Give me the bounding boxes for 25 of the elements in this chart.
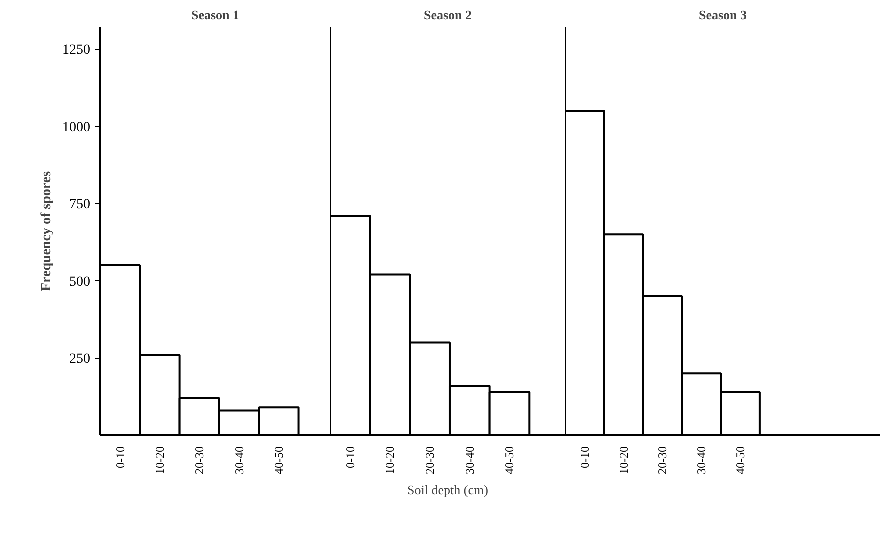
x-tick-label: 10-20 <box>383 446 398 474</box>
y-tick-label: 250 <box>70 352 90 368</box>
x-tick-label: 0-10 <box>113 446 128 468</box>
y-axis-title: Frequency of spores <box>40 170 54 292</box>
x-tick-label: 40-50 <box>272 446 286 474</box>
x-tick-label: 40-50 <box>734 446 748 474</box>
y-tick-label: 750 <box>70 198 90 213</box>
x-tick-label: 40-50 <box>502 446 517 474</box>
chart-title: Season 2 <box>424 8 472 22</box>
x-tick-label: 0-10 <box>343 446 358 468</box>
x-tick-label: 0-10 <box>578 446 592 468</box>
x-tick-label: 20-30 <box>656 446 670 474</box>
y-tick-label: 500 <box>70 274 90 290</box>
y-tick-label: 1000 <box>62 120 90 136</box>
x-tick-label: 30-40 <box>694 446 709 474</box>
x-tick-label: 20-30 <box>192 446 207 474</box>
x-tick-label: 10-20 <box>152 446 167 474</box>
y-tick-label: 1250 <box>62 43 90 58</box>
x-tick-label: 30-40 <box>232 446 246 474</box>
chart-title: Season 1 <box>191 8 240 22</box>
x-tick-label: 30-40 <box>462 446 477 474</box>
x-axis-title: Soil depth (cm) <box>408 482 488 498</box>
x-tick-label: 10-20 <box>616 446 631 474</box>
chart-title: Season 3 <box>698 8 748 22</box>
x-tick-label: 20-30 <box>423 446 438 474</box>
